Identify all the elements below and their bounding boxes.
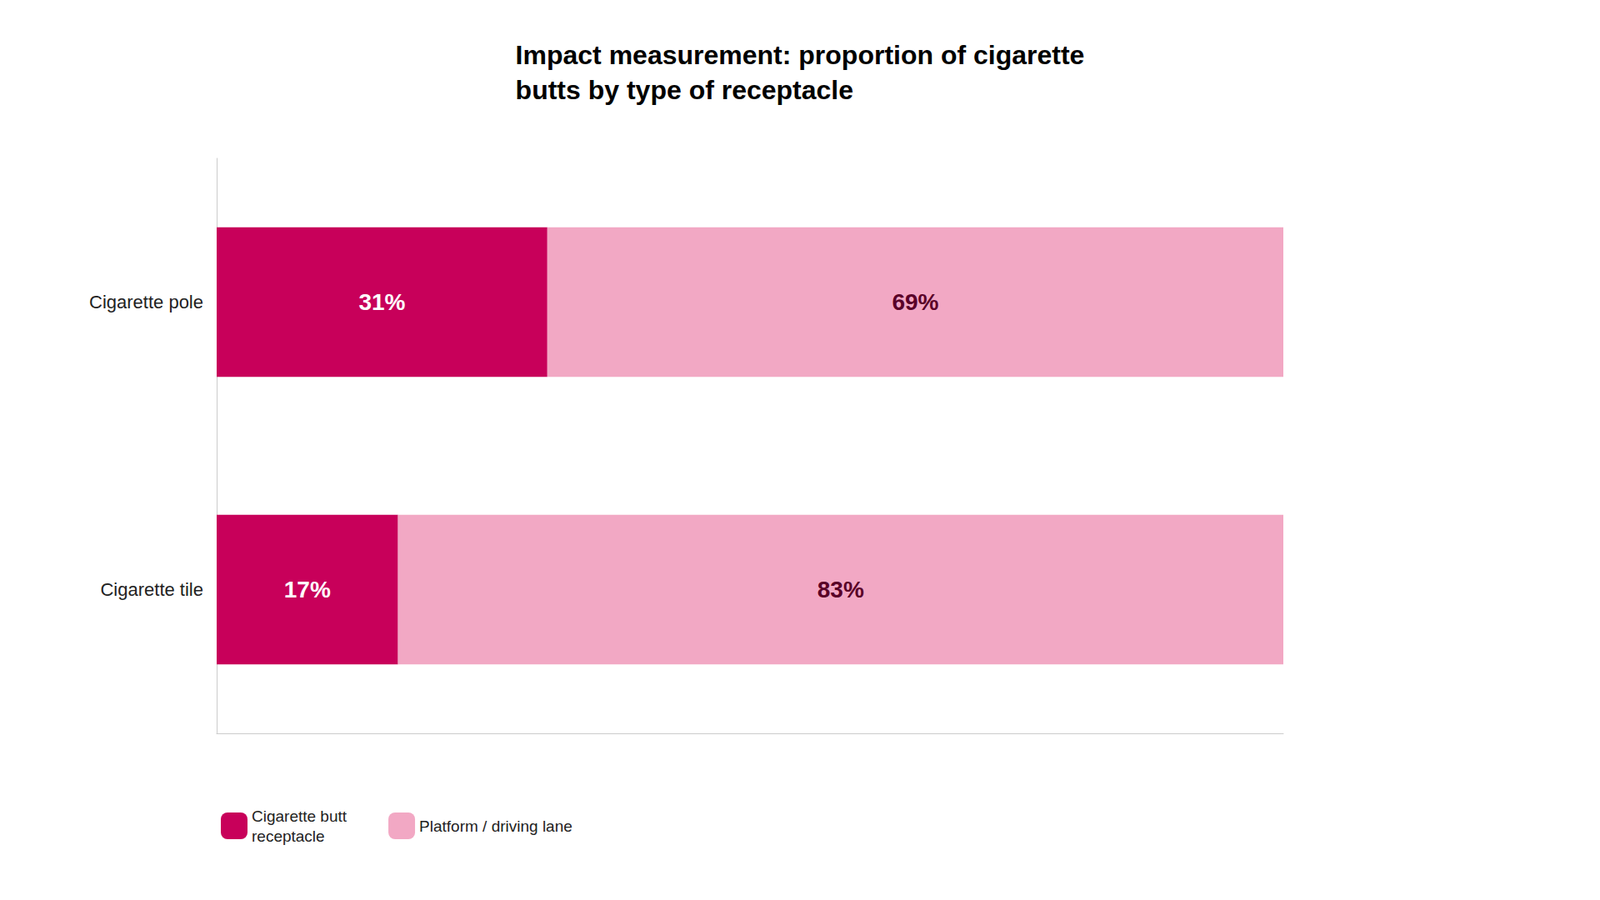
- svg-text:83%: 83%: [817, 576, 865, 603]
- svg-text:butts by type of receptacle: butts by type of receptacle: [515, 75, 854, 105]
- svg-text:Cigarette pole: Cigarette pole: [89, 291, 204, 313]
- svg-text:69%: 69%: [891, 289, 939, 315]
- svg-text:receptacle: receptacle: [251, 827, 325, 845]
- svg-text:Platform / driving lane: Platform / driving lane: [419, 817, 573, 835]
- svg-text:Cigarette tile: Cigarette tile: [100, 579, 204, 600]
- svg-text:31%: 31%: [358, 289, 405, 315]
- svg-text:Impact measurement: proportion: Impact measurement: proportion of cigare…: [515, 40, 1085, 70]
- svg-text:17%: 17%: [284, 576, 331, 603]
- svg-text:Cigarette butt: Cigarette butt: [251, 807, 348, 825]
